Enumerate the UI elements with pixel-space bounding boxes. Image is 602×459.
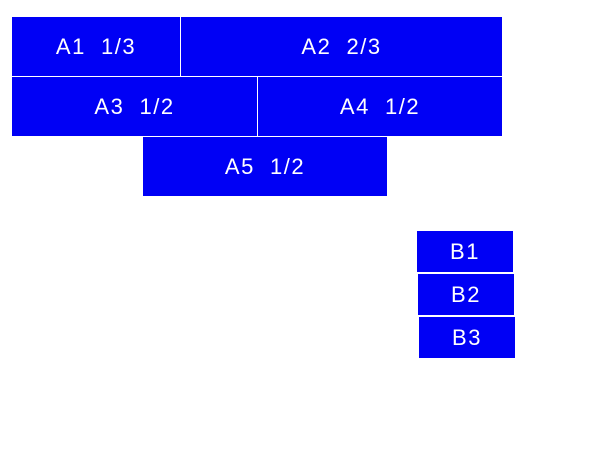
box-a5: A5 1/2 <box>143 137 387 196</box>
box-a1: A1 1/3 <box>12 17 180 76</box>
box-b1: B1 <box>417 231 513 272</box>
box-b2: B2 <box>418 274 514 315</box>
box-b3: B3 <box>419 317 515 358</box>
box-a4: A4 1/2 <box>258 77 502 136</box>
box-a3: A3 1/2 <box>12 77 257 136</box>
box-a2: A2 2/3 <box>181 17 502 76</box>
